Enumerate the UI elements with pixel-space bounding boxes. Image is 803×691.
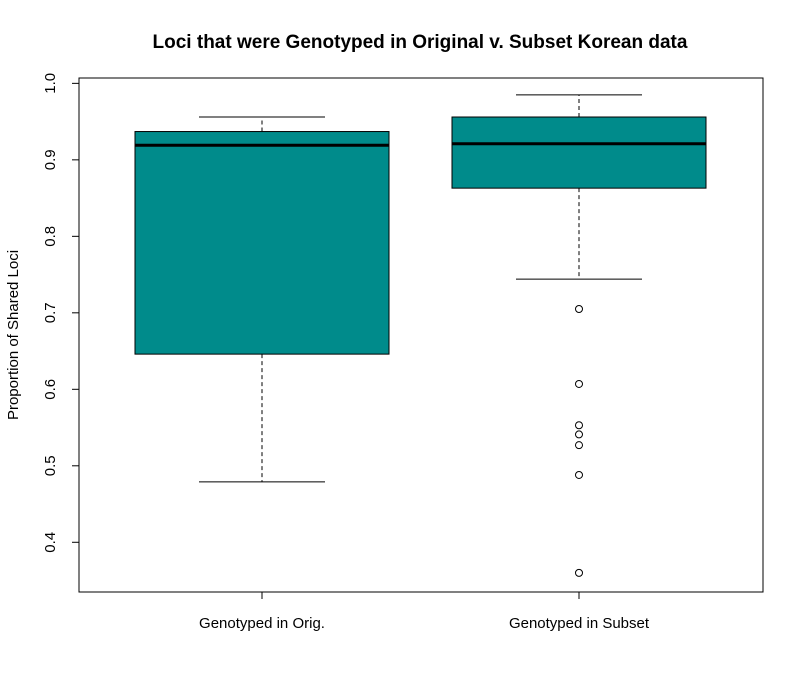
- y-tick-label: 0.4: [42, 532, 59, 553]
- outlier-point: [575, 470, 583, 479]
- box-group-1: [134, 116, 390, 483]
- y-tick-label: 0.9: [42, 149, 59, 170]
- y-tick-label: 1.0: [42, 73, 59, 94]
- x-tick-label: Genotyped in Orig.: [199, 615, 325, 632]
- iqr-box: [451, 116, 707, 189]
- y-tick-label: 0.6: [42, 379, 59, 400]
- outlier-point: [575, 421, 583, 430]
- iqr-box: [134, 131, 390, 355]
- y-tick-label: 0.8: [42, 226, 59, 247]
- chart-title: Loci that were Genotyped in Original v. …: [153, 32, 688, 53]
- outlier-point: [575, 430, 583, 439]
- outlier-point: [575, 441, 583, 450]
- outlier-point: [575, 304, 583, 313]
- x-tick-label: Genotyped in Subset: [509, 615, 650, 632]
- box-group-2: [451, 94, 707, 577]
- outlier-point: [575, 568, 583, 577]
- y-axis: 0.4 0.5 0.6 0.7 0.8 0.9 1.0: [42, 73, 80, 553]
- x-axis: Genotyped in Orig. Genotyped in Subset: [199, 591, 650, 632]
- y-tick-label: 0.7: [42, 302, 59, 323]
- y-axis-label: Proportion of Shared Loci: [5, 250, 22, 420]
- outlier-point: [575, 379, 583, 388]
- boxes-layer: [134, 94, 707, 577]
- y-tick-label: 0.5: [42, 455, 59, 476]
